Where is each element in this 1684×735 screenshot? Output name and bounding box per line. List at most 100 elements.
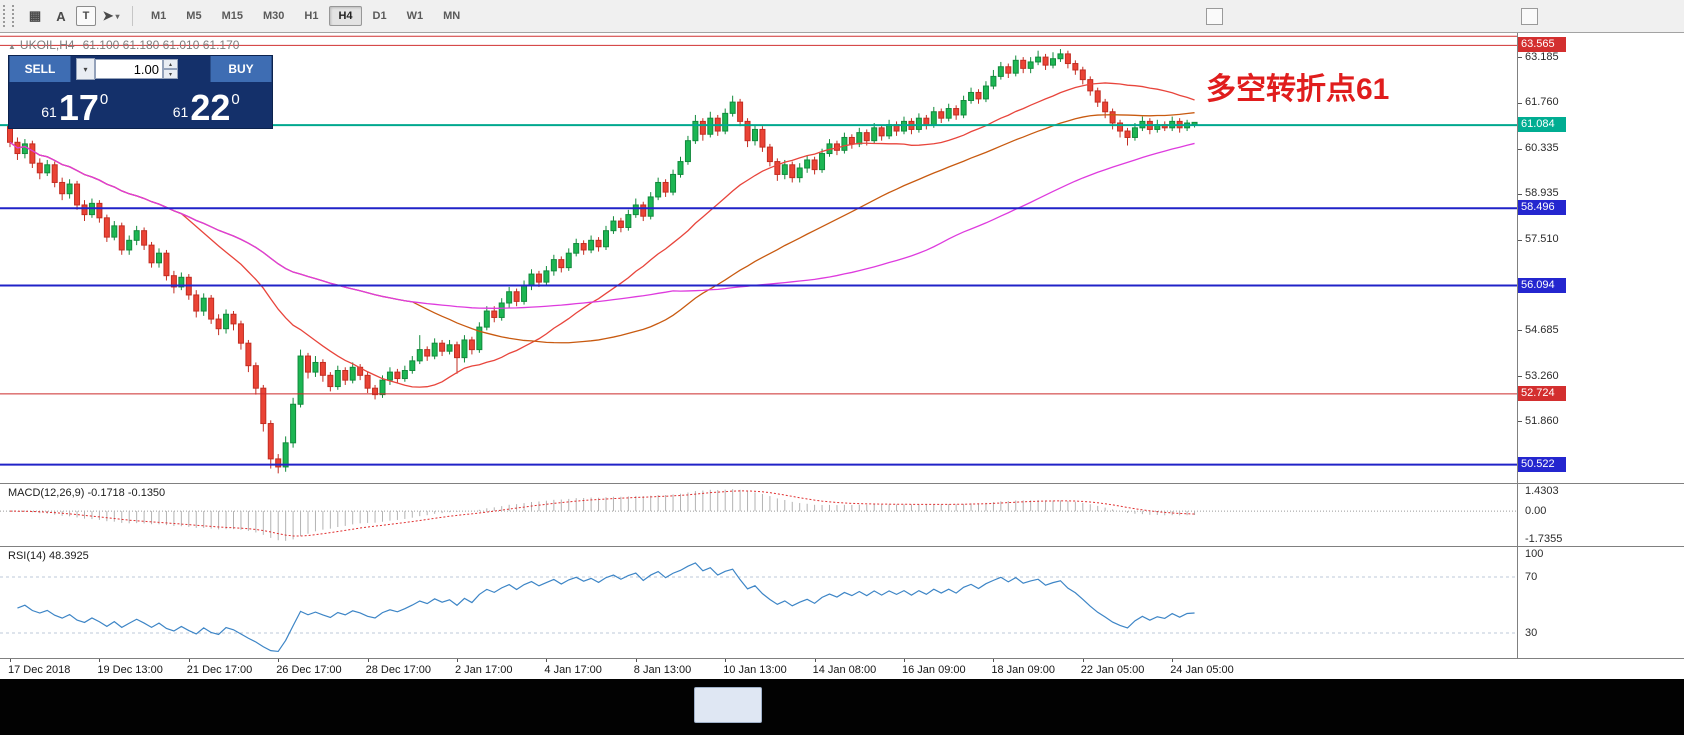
price-scale-tick-mark — [1518, 421, 1522, 423]
panel-separator[interactable] — [0, 483, 1684, 484]
time-axis-label: 24 Jan 05:00 — [1170, 664, 1234, 676]
panel-separator[interactable] — [0, 546, 1684, 547]
time-axis-label: 26 Dec 17:00 — [276, 664, 342, 676]
price-scale-tick-mark — [1518, 102, 1522, 104]
price-scale[interactable]: 63.185 61.760 60.335 58.935 57.510 54.685 53.2… — [1517, 33, 1684, 659]
chart-header: ▲ UKOIL,H4 61.100 61.180 61.010 61.170 — [8, 38, 239, 52]
rsi-name: RSI(14) — [8, 550, 46, 562]
trade-panel-controls: SELL ▾ ▴ ▾ BUY — [9, 56, 272, 82]
price-badge: 61.084 — [1518, 117, 1566, 133]
chart-ohlc-values: 61.100 61.180 61.010 61.170 — [82, 38, 240, 52]
price-badge: 63.565 — [1518, 37, 1566, 53]
time-axis-label: 19 Dec 13:00 — [97, 664, 163, 676]
rsi-chart — [0, 562, 1517, 653]
timeframe-mn-button[interactable]: MN — [443, 10, 461, 22]
price-scale-label: 63.185 — [1525, 50, 1559, 63]
text-label-icon[interactable]: T — [76, 6, 96, 26]
time-axis-label: 4 Jan 17:00 — [544, 664, 602, 676]
toolbar-icon-group: ▦ A T ➤ ▾ — [22, 5, 124, 27]
sell-price[interactable]: 61 17 0 — [9, 82, 141, 128]
time-axis-label: 18 Jan 09:00 — [991, 664, 1056, 676]
price-scale-tick-mark — [1518, 193, 1522, 195]
time-axis-label: 28 Dec 17:00 — [365, 664, 432, 676]
dropdown-caret-icon: ▾ — [115, 11, 120, 21]
taskbar-window[interactable] — [694, 687, 762, 723]
time-axis-label: 17 Dec 2018 — [8, 664, 71, 676]
toolbar-grip[interactable] — [3, 5, 14, 27]
macd-panel[interactable]: MACD(12,26,9) -0.1718 -0.1350 — [0, 484, 1517, 546]
timeframe-d1-button[interactable]: D1 — [372, 10, 387, 22]
bottom-bar — [0, 679, 1684, 735]
timeframe-w1-button[interactable]: W1 — [406, 10, 424, 22]
time-axis-tick — [457, 659, 458, 662]
time-axis-tick — [278, 659, 280, 662]
buy-price-prefix: 61 — [172, 104, 189, 120]
price-badge: 56.094 — [1518, 277, 1566, 293]
volume-input[interactable] — [95, 59, 163, 79]
time-axis-label: 8 Jan 13:00 — [633, 664, 692, 676]
volume-down-button[interactable]: ▾ — [163, 69, 178, 79]
time-axis-tick — [188, 659, 190, 662]
price-badge: 52.724 — [1518, 385, 1566, 401]
buy-price[interactable]: 61 22 0 — [141, 82, 273, 128]
time-axis-label: 22 Jan 05:00 — [1080, 664, 1145, 676]
cursor-tool-icon[interactable]: ➤ ▾ — [102, 8, 120, 23]
time-axis-label: 16 Jan 09:00 — [902, 664, 966, 676]
timeframe-m30-button[interactable]: M30 — [262, 10, 285, 22]
time-axis-label: 10 Jan 13:00 — [723, 664, 787, 676]
volume-up-button[interactable]: ▴ — [163, 59, 178, 69]
rsi-scale-label: 100 — [1525, 548, 1544, 560]
timeframe-m5-button[interactable]: M5 — [186, 10, 202, 22]
timeframe-bar: M1 M5 M15 M30 H1 H4 D1 W1 MN — [141, 6, 470, 26]
text-annotation-icon[interactable]: A — [56, 8, 66, 24]
time-axis-tick — [993, 659, 995, 662]
price-scale-tick-mark — [1518, 239, 1522, 241]
price-scale-label: 51.860 — [1525, 414, 1559, 427]
time-axis-label: 2 Jan 17:00 — [455, 664, 513, 676]
volume-dropdown-button[interactable]: ▾ — [76, 58, 95, 80]
time-axis-label: 14 Jan 08:00 — [812, 664, 877, 676]
price-scale-label: 60.335 — [1525, 142, 1559, 155]
rsi-scale-label: 30 — [1525, 627, 1538, 639]
price-scale-tick-mark — [1518, 376, 1522, 378]
rsi-panel[interactable]: RSI(14) 48.3925 — [0, 547, 1517, 658]
sell-price-superscript: 0 — [99, 91, 109, 108]
macd-signal-value: -0.1350 — [127, 487, 166, 499]
macd-scale-label: -1.7355 — [1525, 533, 1563, 545]
price-chart-area[interactable]: ▲ UKOIL,H4 61.100 61.180 61.010 61.170 SEL… — [0, 33, 1517, 483]
time-axis-tick — [10, 659, 11, 662]
timeframe-m1-button[interactable]: M1 — [151, 10, 167, 22]
sell-button[interactable]: SELL — [9, 56, 71, 82]
time-axis[interactable]: 17 Dec 2018 19 Dec 13:00 21 Dec 17:00 26 De… — [0, 659, 1684, 679]
symbol-marker-icon: ▲ — [8, 42, 16, 51]
macd-scale-label: 1.4303 — [1525, 485, 1559, 497]
price-badge: 58.496 — [1518, 200, 1566, 216]
timeframe-m15-button[interactable]: M15 — [221, 10, 243, 22]
dock-button[interactable] — [1521, 8, 1538, 25]
chart-annotation: 多空转折点61 — [1206, 73, 1390, 106]
trade-panel-prices: 61 17 0 61 22 0 — [9, 82, 272, 128]
buy-price-superscript: 0 — [231, 91, 240, 108]
time-axis-tick — [635, 659, 637, 662]
time-axis-tick — [546, 659, 548, 662]
price-scale-tick-mark — [1518, 330, 1522, 332]
candlestick-chart[interactable] — [0, 33, 1517, 483]
buy-button[interactable]: BUY — [210, 56, 272, 82]
timeframe-h4-button[interactable]: H4 — [329, 6, 362, 26]
price-scale-tick-mark — [1518, 57, 1522, 59]
chart-shift-button[interactable] — [1206, 8, 1223, 25]
volume-spinner: ▴ ▾ — [163, 59, 178, 79]
crosshair-tool-icon[interactable]: ▦ — [28, 8, 42, 23]
timeframe-h1-button[interactable]: H1 — [304, 10, 319, 22]
rsi-value: 48.3925 — [48, 550, 89, 562]
price-scale-tick-mark — [1518, 148, 1522, 150]
sell-price-prefix: 61 — [41, 104, 57, 120]
time-axis-tick — [1172, 659, 1174, 662]
time-axis-tick — [1082, 659, 1084, 662]
macd-label: MACD(12,26,9) -0.1718 -0.1350 — [8, 487, 165, 499]
sell-price-big-digits: 17 — [58, 87, 99, 128]
time-axis-label: 21 Dec 17:00 — [186, 664, 253, 676]
price-scale-label: 54.685 — [1525, 323, 1559, 336]
buy-price-big-digits: 22 — [190, 87, 231, 128]
